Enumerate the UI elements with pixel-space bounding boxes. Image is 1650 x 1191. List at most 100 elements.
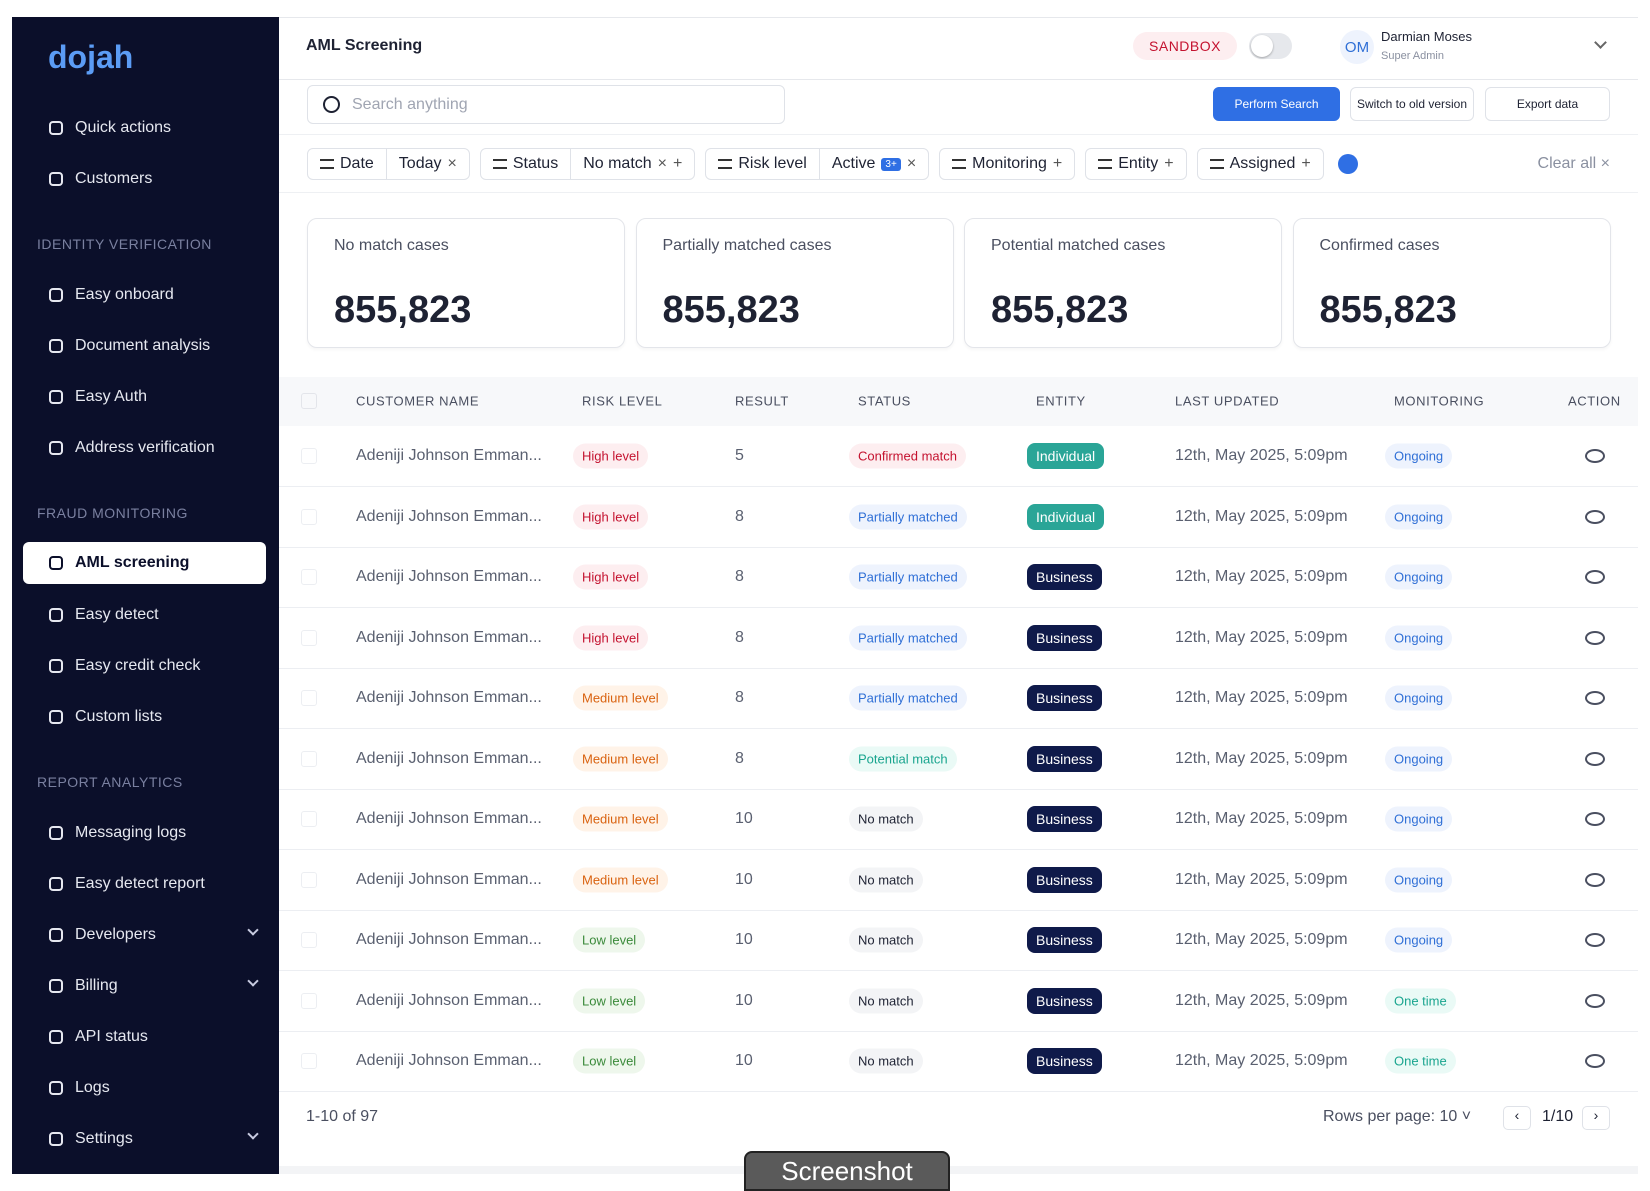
row-checkbox[interactable] [301,871,317,888]
nav-item[interactable]: Easy onboard [24,269,279,320]
nav-item[interactable]: AML screening [23,542,266,584]
nav-item[interactable]: Logs [24,1062,279,1113]
row-checkbox[interactable] [301,932,317,948]
row-checkbox[interactable] [301,811,317,827]
nav-item[interactable]: Easy credit check [24,640,279,691]
avatar[interactable]: OM [1340,30,1374,64]
next-page[interactable]: › [1582,1106,1610,1130]
add-icon[interactable]: + [673,155,683,172]
cell: 12th, May 2025, 5:09pm [1175,628,1348,646]
search-input[interactable]: Search anything [307,85,785,124]
sidebar: dojah Quick actions Customers IDENTITY VER… [12,17,279,1174]
view-action[interactable] [1585,812,1605,826]
expand-chevron[interactable] [247,1128,259,1140]
nav-item[interactable]: Developers [24,909,279,960]
view-action[interactable] [1585,570,1605,584]
row-checkbox[interactable] [301,448,317,464]
filter-icon [492,159,507,169]
filter-chip[interactable]: Risk level Active 3+ × [705,148,930,180]
add-icon[interactable]: + [1164,155,1174,172]
view-action[interactable] [1585,630,1605,645]
perform-search-button[interactable]: Perform Search [1213,87,1340,121]
nav-item[interactable]: Document analysis [24,320,279,371]
view-action[interactable] [1585,509,1605,524]
clear-all-label: Clear all [1537,155,1597,172]
prev-page[interactable]: ‹ [1503,1106,1531,1130]
filter-chip[interactable]: Monitoring + [939,148,1076,180]
stat-card: Potential matched cases 855,823 [964,218,1282,348]
badge: Low level [573,1048,646,1074]
filter-label-segment: Assigned + [1198,149,1323,179]
nav-label: Developers [75,925,156,943]
view-action[interactable] [1585,691,1605,705]
row-divider [279,788,1638,790]
nav-icon [49,825,63,840]
stat-label: Potential matched cases [991,237,1166,254]
expand-chevron[interactable] [247,975,259,987]
sandbox-toggle[interactable] [1249,33,1292,59]
view-action[interactable] [1585,1054,1605,1068]
row-checkbox[interactable] [301,1053,317,1069]
select-all-checkbox[interactable] [301,393,317,409]
cell: 10 [735,870,753,888]
column-header: LAST UPDATED [1175,393,1280,409]
badge: Partially matched [849,504,967,529]
row-checkbox[interactable] [301,629,317,646]
nav-label: Messaging logs [75,823,187,841]
user-menu-chevron[interactable] [1594,36,1607,49]
remove-icon[interactable]: × [906,155,917,172]
export-button[interactable]: Export data [1485,87,1610,121]
nav-icon [49,1131,63,1146]
nav-item[interactable]: Easy detect [24,589,279,640]
nav-item[interactable]: Quick actions [24,102,279,153]
column-header: RESULT [735,393,789,409]
row-checkbox[interactable] [301,508,317,525]
expand-chevron[interactable] [247,924,259,936]
cell: 12th, May 2025, 5:09pm [1175,1052,1348,1069]
nav-item[interactable]: API status [24,1011,279,1062]
nav-item[interactable]: Easy Auth [24,371,279,422]
remove-icon[interactable]: × [657,155,668,172]
old-version-button[interactable]: Switch to old version [1350,87,1474,121]
clear-all[interactable]: Clear all × [1537,155,1610,172]
filter-label-segment: Risk level [706,149,818,179]
column-header: RISK LEVEL [582,393,663,409]
rows-per-page[interactable]: Rows per page: 10 ˅ [1323,1108,1472,1125]
filter-chip[interactable]: Entity + [1085,148,1187,180]
nav-item[interactable]: Billing [24,960,279,1011]
add-icon[interactable]: + [1301,155,1311,172]
badge: No match [849,927,923,953]
more-filters[interactable] [1337,154,1358,174]
row-checkbox[interactable] [301,690,317,706]
filter-value: Today [398,155,442,172]
filter-chip[interactable]: Date Today × [307,148,470,180]
add-icon[interactable]: + [1052,155,1063,172]
view-action[interactable] [1585,933,1605,947]
badge: Business [1027,866,1102,893]
view-action[interactable] [1585,872,1605,887]
nav-item[interactable]: Easy detect report [24,858,279,909]
row-checkbox[interactable] [301,750,317,767]
nav-item[interactable]: Settings [24,1113,279,1164]
filter-chip[interactable]: Assigned + [1196,148,1324,180]
nav-item[interactable]: Customers [24,153,279,204]
logo[interactable]: dojah [48,39,134,75]
row-checkbox[interactable] [301,992,317,1009]
nav-item[interactable]: Address verification [24,422,279,473]
view-action[interactable] [1585,751,1605,766]
badge: One time [1385,1048,1456,1074]
cell: Adeniji Johnson Emman... [356,568,542,585]
nav-item[interactable]: Messaging logs [24,807,279,858]
badge: Ongoing [1385,685,1453,711]
nav-item[interactable]: Custom lists [24,691,279,742]
nav-icon [49,658,63,673]
filter-value-segment: Active 3+ × [818,149,928,179]
filter-value-segment: Today × [385,149,469,179]
view-action[interactable] [1585,449,1605,463]
cell: 12th, May 2025, 5:09pm [1175,931,1348,948]
view-action[interactable] [1585,993,1605,1008]
row-checkbox[interactable] [301,569,317,585]
remove-icon[interactable]: × [447,155,457,172]
filter-chip[interactable]: Status No match × + [479,148,696,180]
nav-label: Document analysis [75,336,211,354]
